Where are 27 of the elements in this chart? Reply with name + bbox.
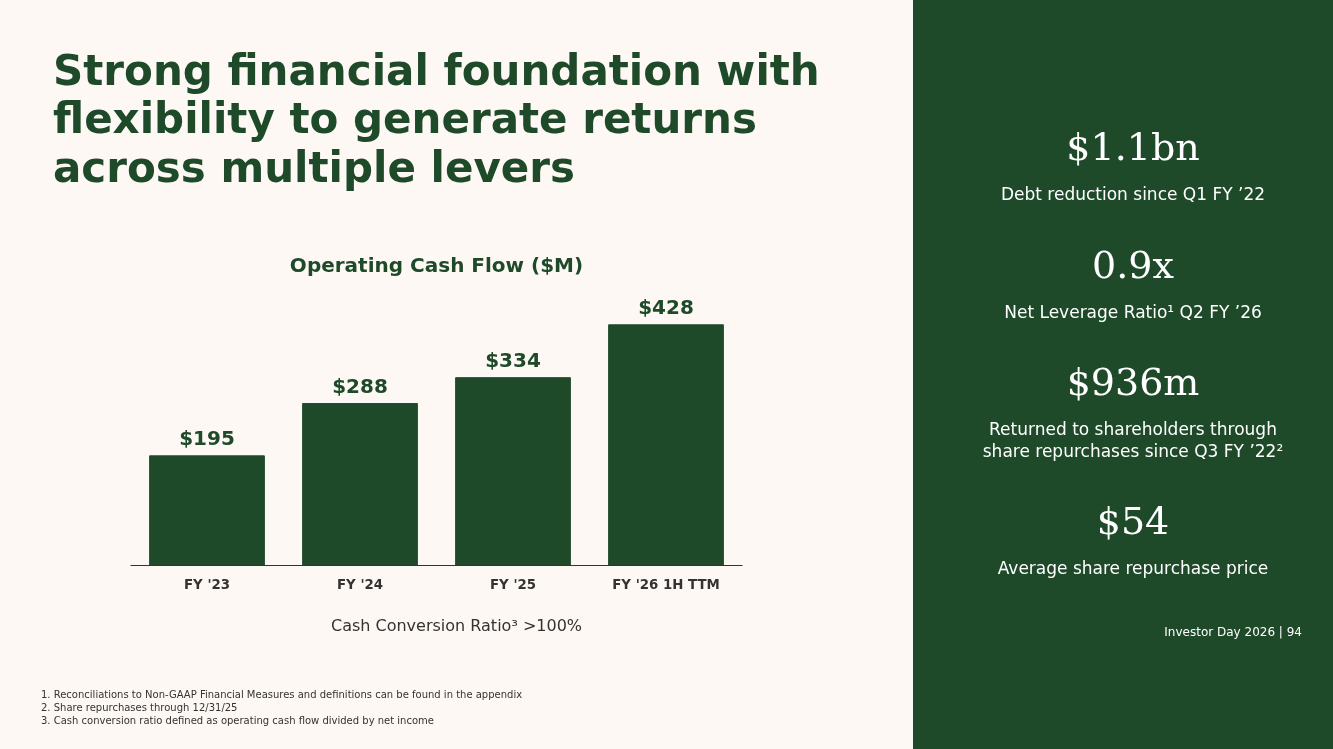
text: $1.1bn <box>1066 124 1200 171</box>
text: Net Leverage Ratio¹ Q2 FY ’26 <box>1004 301 1262 324</box>
text: 1. Reconciliations to Non-GAAP Financial Measures and definitions can be found in the appendix <box>41 688 523 700</box>
bar <box>149 455 265 566</box>
x-tick-label: FY '24 <box>336 576 384 592</box>
text: 3. Cash conversion ratio defined as operating cash flow divided by net income <box>41 714 434 726</box>
x-tick-label: FY '25 <box>489 576 537 592</box>
text: Returned to shareholders through share repurchases since Q3 FY ’22² <box>981 419 1285 462</box>
data-label: $195 <box>179 425 235 450</box>
text: 2. Share repurchases through 12/31/25 <box>41 701 238 713</box>
text: Cash Conversion Ratio³ >100% <box>330 615 583 637</box>
x-tick-label: FY '23 <box>183 576 231 592</box>
text: $54 <box>1096 497 1170 545</box>
bar <box>455 377 571 566</box>
data-label: $334 <box>485 347 541 372</box>
text: Debt reduction since Q1 FY ’22 <box>1000 184 1266 206</box>
bar <box>608 324 724 566</box>
text: 0.9x <box>1092 241 1174 289</box>
chart-title: Strong financial foundation with flexibility to generate returns across multiple levers <box>53 46 821 192</box>
x-tick-label: FY '26 1H TTM <box>612 576 720 592</box>
bar <box>302 403 418 566</box>
data-label: $288 <box>332 373 388 398</box>
text: Average share repurchase price <box>997 558 1269 580</box>
text: Investor Day 2026 | 94 <box>1164 624 1302 642</box>
text: $936m <box>1066 359 1200 407</box>
chart-subtitle: Operating Cash Flow ($M) <box>289 252 584 277</box>
data-label: $428 <box>638 294 694 319</box>
